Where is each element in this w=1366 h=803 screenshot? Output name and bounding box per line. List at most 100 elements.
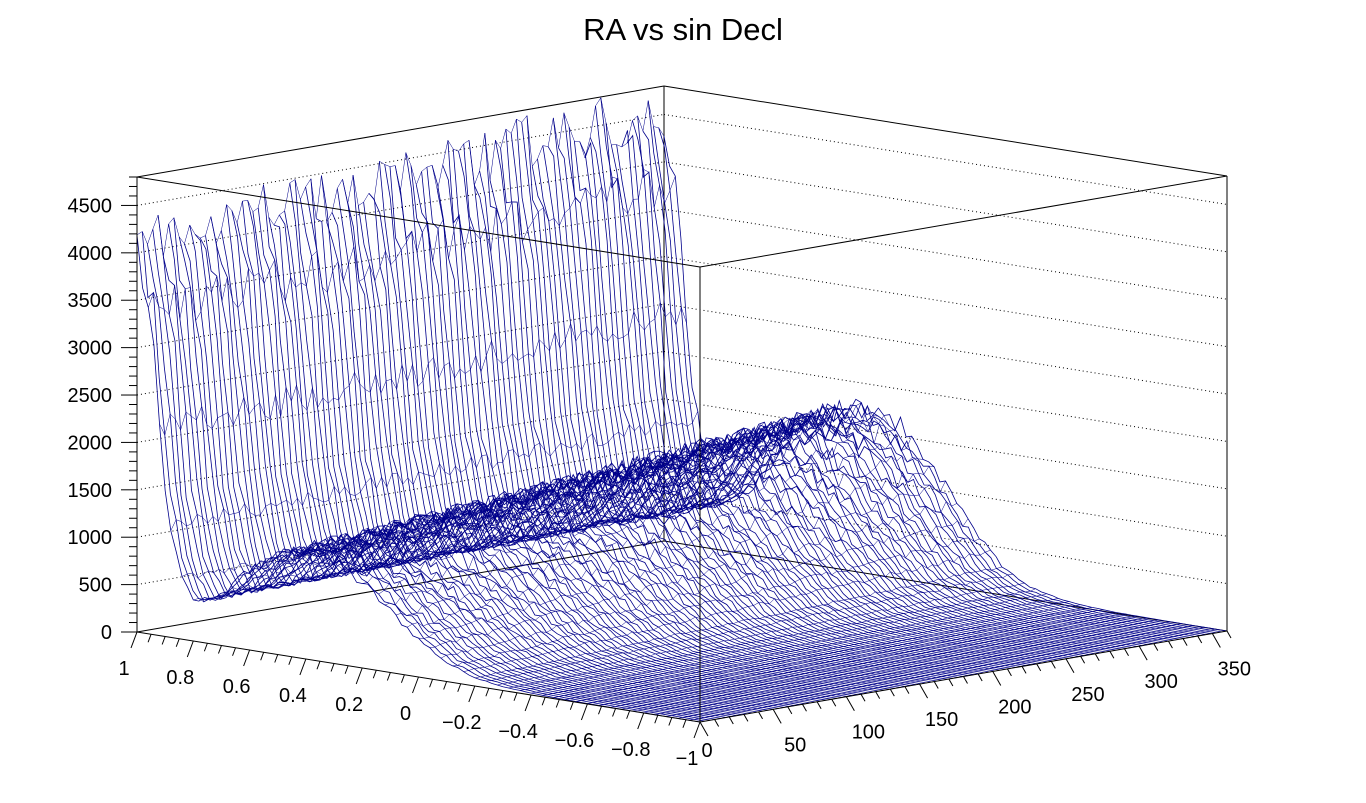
y-tick [555, 699, 560, 708]
surface-line [558, 147, 1122, 650]
surface-line [405, 152, 969, 676]
surface-line [637, 115, 1201, 636]
surface-line [474, 566, 1002, 679]
surface-line [226, 484, 755, 594]
surface-line [547, 146, 1112, 652]
surface-line [283, 416, 811, 554]
y-tick [693, 721, 701, 739]
surface-line [170, 411, 699, 531]
y-tick-label: 0.8 [166, 667, 194, 689]
y-tick [468, 685, 476, 703]
y-tick [186, 640, 194, 658]
y-tick [386, 672, 391, 681]
surface-line [148, 169, 676, 322]
z-tick-label: 2000 [68, 432, 113, 454]
surface-line [395, 455, 924, 616]
x-tick [992, 671, 1002, 686]
x-tick [1226, 630, 1232, 639]
y-tick [429, 679, 434, 688]
surface-line [305, 406, 833, 553]
y-tick [682, 719, 687, 728]
surface-line [553, 604, 1081, 698]
surface-line [688, 628, 1216, 721]
x-tick [1094, 653, 1100, 661]
surface-line [442, 164, 1006, 670]
surface-line [616, 144, 1180, 640]
surface-line [642, 130, 1206, 635]
y-tick [654, 715, 659, 724]
x-tick [1109, 650, 1115, 659]
surface-line [552, 117, 1117, 651]
y-tick [316, 661, 321, 670]
z-tick-label: 0 [101, 622, 112, 644]
x-tick [1153, 643, 1159, 651]
x-tick [758, 711, 763, 720]
x-tick [787, 706, 793, 715]
frame-edge [136, 176, 701, 268]
surface-line [531, 598, 1059, 694]
z-tick-label: 3500 [68, 290, 113, 312]
surface-line [463, 143, 1027, 666]
x-tick [728, 716, 734, 725]
x-tick [699, 721, 709, 737]
z-tick-label: 1000 [68, 527, 113, 549]
surface-line [238, 471, 766, 582]
surface-line [643, 621, 1171, 714]
surface-line [576, 609, 1104, 702]
frame-edge [699, 175, 1228, 268]
surface-line [159, 301, 687, 436]
x-tick [1211, 633, 1221, 648]
y-tick [524, 694, 532, 712]
surface-line [632, 619, 1160, 712]
z-axis: 0 500 1000 1500 2000 2500 3000 3500 4000 4500 [68, 176, 138, 644]
z-tick-label: 500 [79, 575, 112, 597]
surface-line [294, 409, 822, 557]
surface-line [654, 623, 1183, 715]
z-tick-label: 4000 [68, 243, 113, 265]
y-tick [203, 643, 208, 652]
surface-line [621, 617, 1149, 710]
surface-line [621, 130, 1185, 639]
surface-line [418, 480, 946, 639]
y-tick-label: 0.6 [223, 676, 251, 698]
surface-line [610, 144, 1175, 641]
surface-line [350, 405, 878, 577]
x-tick [904, 686, 910, 694]
y-tick [217, 645, 222, 654]
frame-edge [136, 540, 665, 633]
y-tick-label: 0.2 [335, 694, 363, 716]
surface-line [563, 112, 1127, 649]
z-gridline [663, 256, 1228, 348]
x-tick-label: 350 [1218, 659, 1251, 681]
x-tick-label: 250 [1071, 684, 1104, 706]
z-tick-label: 1500 [68, 480, 113, 502]
surface-line [666, 625, 1194, 717]
x-tick [1080, 656, 1086, 664]
x-tick [845, 696, 855, 711]
x-tick-label: 200 [998, 696, 1031, 718]
surface-line [595, 105, 1159, 644]
x-tick [1036, 663, 1042, 672]
surface-line [587, 611, 1115, 704]
y-tick [668, 717, 673, 726]
surface-line [204, 499, 732, 600]
y-tick [288, 656, 293, 665]
y-tick [569, 701, 574, 710]
y-tick [412, 676, 419, 694]
y-tick [499, 690, 504, 699]
y-tick [626, 710, 631, 719]
surface-line [362, 415, 890, 584]
surface-line [429, 500, 957, 648]
surface-line [632, 120, 1196, 637]
surface-line [328, 406, 856, 565]
surface-line [407, 465, 935, 628]
surface-line [452, 537, 980, 666]
x-tick [802, 704, 807, 712]
x-tick-label: 150 [925, 709, 958, 731]
z-gridline [663, 208, 1228, 300]
surface-line [289, 182, 853, 696]
y-tick [232, 647, 236, 656]
surface-line [300, 199, 864, 695]
y-tick [274, 654, 279, 663]
